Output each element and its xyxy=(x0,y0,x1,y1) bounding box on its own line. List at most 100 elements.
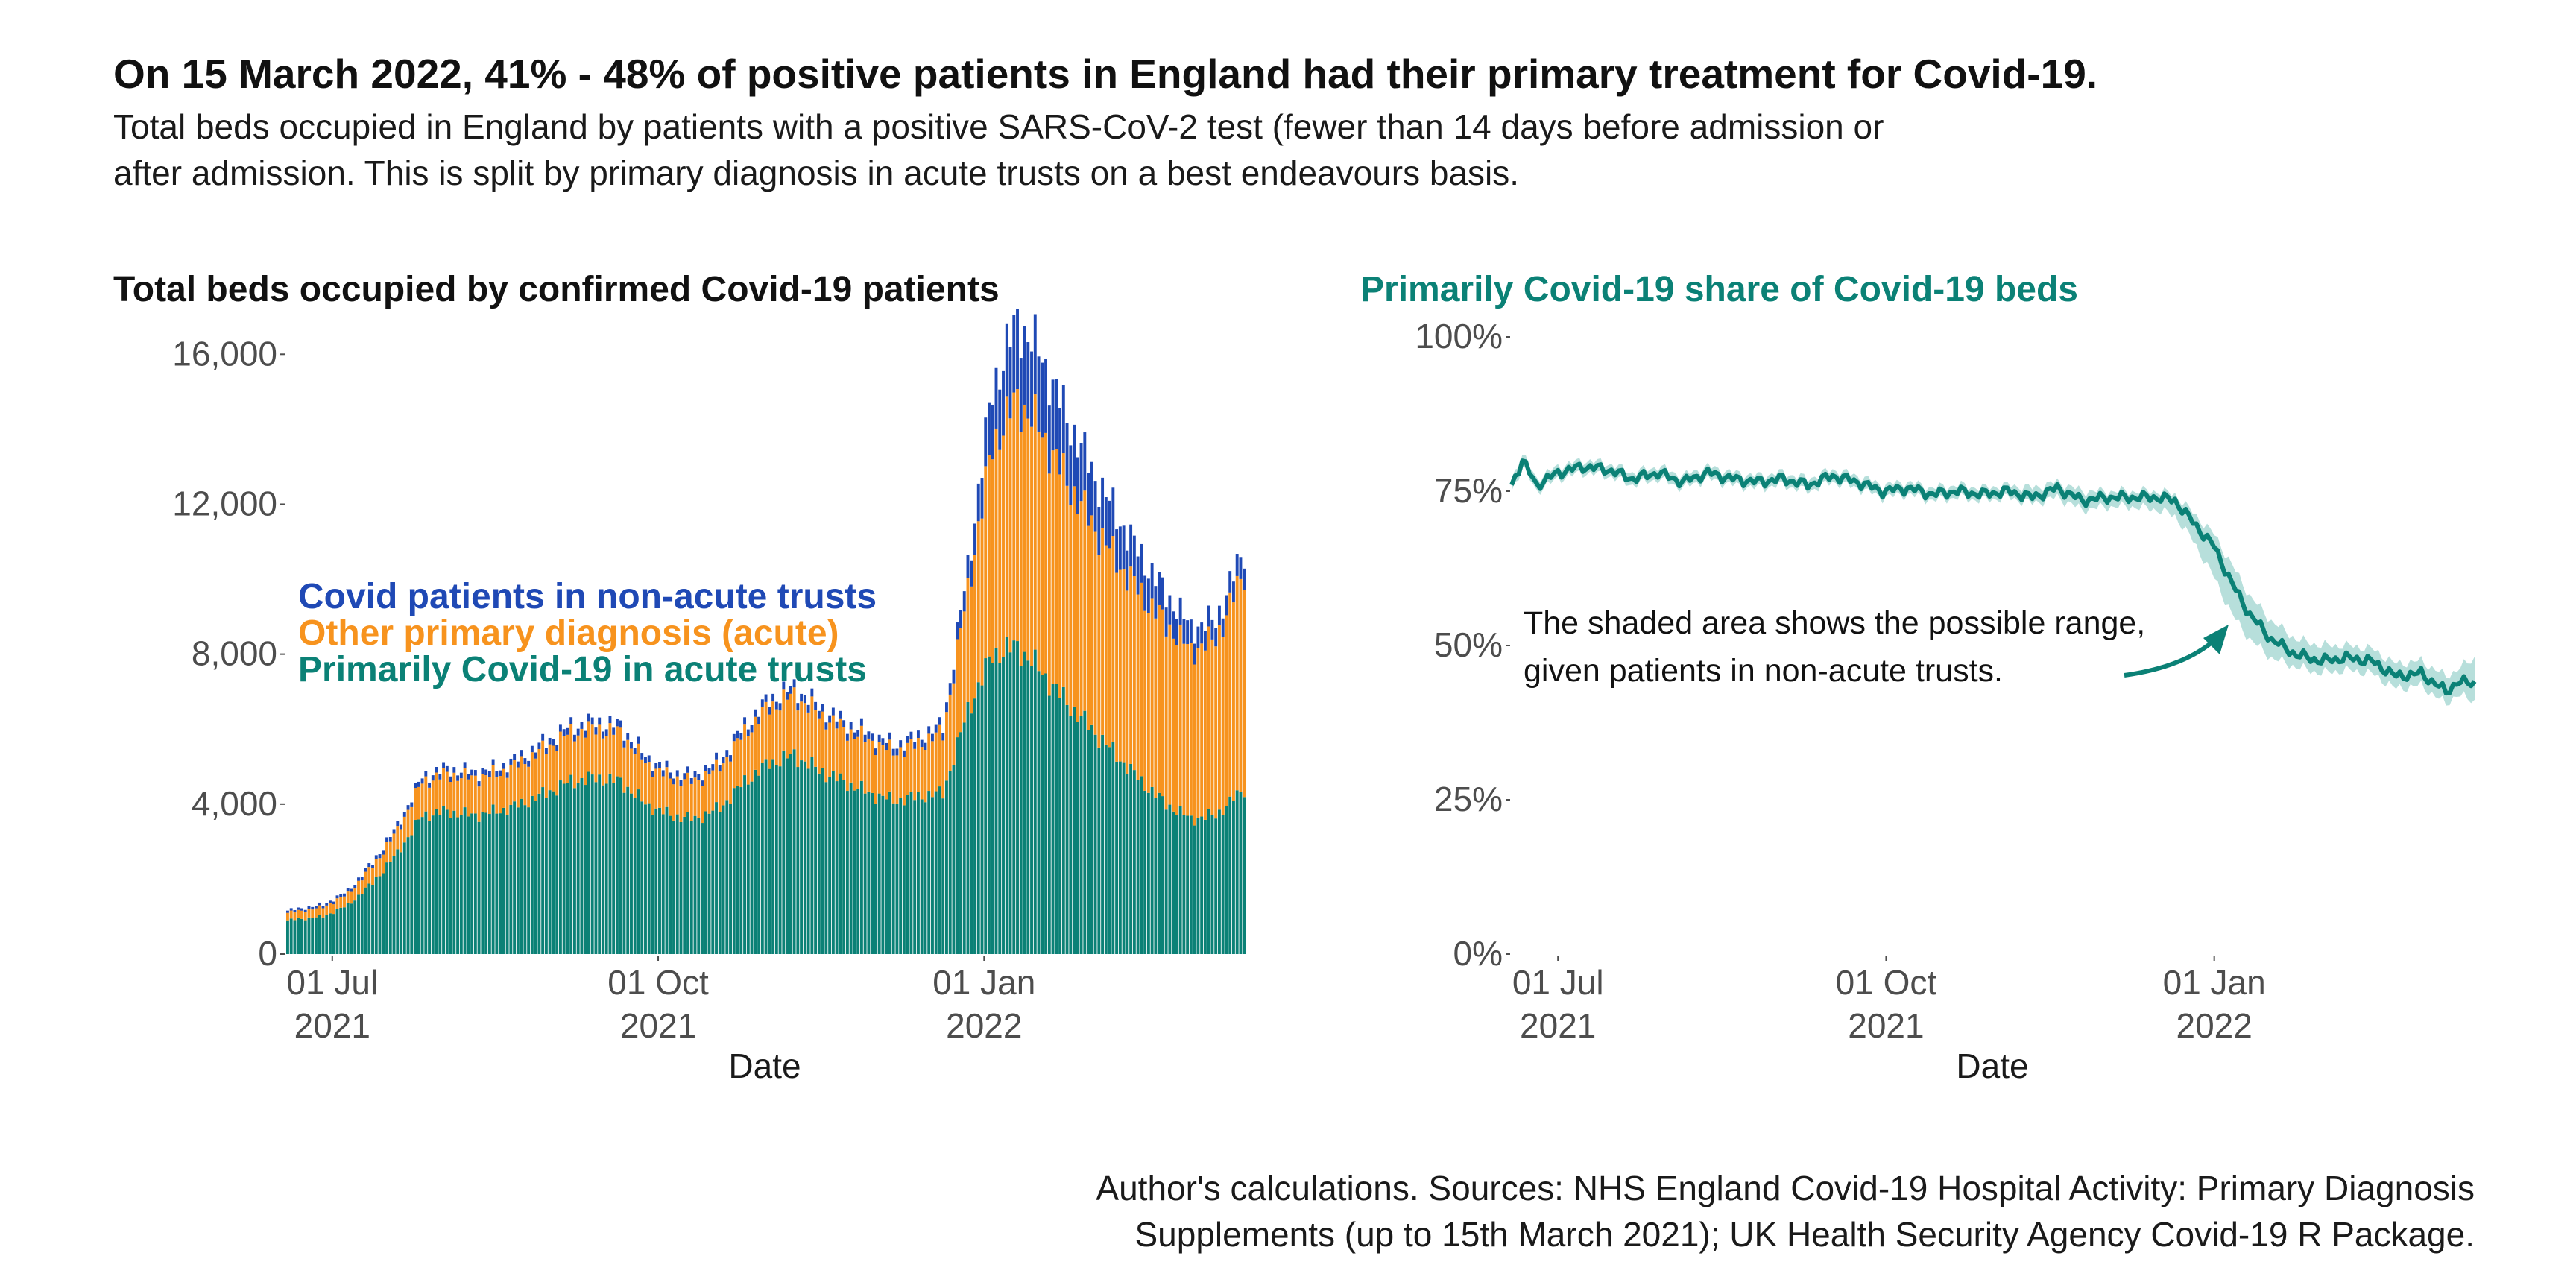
share-y-tick-label: 100% xyxy=(1415,317,1503,356)
bar-other-primary xyxy=(1008,418,1012,653)
bar-non-acute xyxy=(633,748,637,754)
bar-primary-covid xyxy=(612,783,616,954)
bar-non-acute xyxy=(938,717,941,725)
bar-non-acute xyxy=(637,736,640,744)
bar-other-primary xyxy=(1108,548,1111,748)
bar-other-primary xyxy=(569,724,573,775)
bar-primary-covid xyxy=(343,907,346,954)
bar-primary-covid xyxy=(757,775,761,954)
bar-non-acute xyxy=(481,768,484,774)
bar-primary-covid xyxy=(1161,796,1164,954)
bar-primary-covid xyxy=(1243,797,1246,954)
bar-primary-covid xyxy=(774,765,778,954)
bar-non-acute xyxy=(998,389,1002,450)
bar-other-primary xyxy=(976,521,980,683)
bar-other-primary xyxy=(640,759,644,802)
bar-non-acute xyxy=(1122,525,1126,569)
bar-non-acute xyxy=(927,726,931,734)
bar-other-primary xyxy=(307,909,311,918)
bar-non-acute xyxy=(552,739,555,746)
bar-non-acute xyxy=(867,731,871,739)
bar-primary-covid xyxy=(1118,761,1122,954)
bar-non-acute xyxy=(1126,550,1129,591)
source-caption-line-1: Author's calculations. Sources: NHS Engl… xyxy=(1096,1169,2475,1208)
bar-primary-covid xyxy=(1044,673,1047,954)
bar-other-primary xyxy=(463,768,467,808)
bar-non-acute xyxy=(1111,487,1115,537)
bar-other-primary xyxy=(1225,615,1228,806)
bar-other-primary xyxy=(1186,644,1190,816)
bar-non-acute xyxy=(803,695,806,704)
bar-non-acute xyxy=(364,868,367,872)
bar-primary-covid xyxy=(764,759,768,954)
bar-primary-covid xyxy=(470,813,474,954)
bar-other-primary xyxy=(842,727,846,780)
bar-other-primary xyxy=(1146,613,1150,793)
bar-other-primary xyxy=(895,755,899,804)
bar-primary-covid xyxy=(956,737,959,954)
bar-primary-covid xyxy=(874,804,877,954)
bar-primary-covid xyxy=(1196,818,1200,954)
bar-primary-covid xyxy=(888,791,891,954)
bar-non-acute xyxy=(602,731,604,739)
bar-other-primary xyxy=(420,783,424,818)
bar-other-primary xyxy=(786,699,789,759)
beds-x-tick-year: 2021 xyxy=(620,1006,696,1045)
bar-primary-covid xyxy=(329,913,332,954)
bar-non-acute xyxy=(871,733,874,741)
bar-other-primary xyxy=(874,755,877,804)
share-y-tick-label: 75% xyxy=(1434,471,1503,510)
bar-other-primary xyxy=(792,687,796,750)
bar-primary-covid xyxy=(630,793,633,954)
bar-non-acute xyxy=(357,877,360,881)
bar-other-primary xyxy=(637,743,640,790)
share-x-tick-year: 2021 xyxy=(1848,1006,1924,1045)
bar-other-primary xyxy=(452,772,456,811)
bar-non-acute xyxy=(509,758,513,765)
bar-other-primary xyxy=(537,748,541,794)
bar-non-acute xyxy=(941,733,945,741)
bar-non-acute xyxy=(842,720,846,727)
beds-x-tick-label: 01 Jan xyxy=(932,963,1035,1002)
bar-other-primary xyxy=(722,763,725,806)
bar-non-acute xyxy=(1023,326,1026,405)
figure-subtitle-line-1: Total beds occupied in England by patien… xyxy=(113,107,1884,146)
bar-other-primary xyxy=(491,765,495,805)
bar-other-primary xyxy=(739,739,743,788)
bar-other-primary xyxy=(402,816,406,843)
bar-non-acute xyxy=(530,745,534,753)
bar-non-acute xyxy=(374,855,378,859)
bar-other-primary xyxy=(729,761,732,804)
bar-primary-covid xyxy=(665,806,669,954)
bar-primary-covid xyxy=(544,798,548,954)
bar-other-primary xyxy=(867,738,871,792)
bar-other-primary xyxy=(1051,450,1055,684)
bar-other-primary xyxy=(417,786,420,820)
bar-other-primary xyxy=(1090,515,1093,725)
bar-other-primary xyxy=(697,780,701,818)
bar-primary-covid xyxy=(360,894,364,954)
bar-non-acute xyxy=(311,906,315,910)
bar-primary-covid xyxy=(1217,809,1221,954)
bar-primary-covid xyxy=(924,802,927,954)
bar-other-primary xyxy=(473,775,477,814)
bar-non-acute xyxy=(959,610,962,629)
bar-primary-covid xyxy=(1154,798,1158,954)
share-x-tick-year: 2022 xyxy=(2176,1006,2253,1045)
bar-other-primary xyxy=(863,742,867,794)
share-y-tick-label: 0% xyxy=(1453,934,1503,973)
bar-other-primary xyxy=(1172,638,1175,812)
bar-primary-covid xyxy=(902,805,906,954)
bar-non-acute xyxy=(732,733,736,742)
bar-other-primary xyxy=(1178,624,1182,806)
bar-primary-covid xyxy=(988,656,991,954)
bar-non-acute xyxy=(1101,477,1105,528)
bar-non-acute xyxy=(1172,611,1175,639)
bar-primary-covid xyxy=(321,917,325,954)
bar-other-primary xyxy=(760,707,764,763)
bar-primary-covid xyxy=(1175,815,1178,954)
bar-other-primary xyxy=(725,757,729,801)
bar-non-acute xyxy=(1118,526,1122,570)
share-line xyxy=(1509,458,2477,696)
bar-non-acute xyxy=(286,910,289,913)
